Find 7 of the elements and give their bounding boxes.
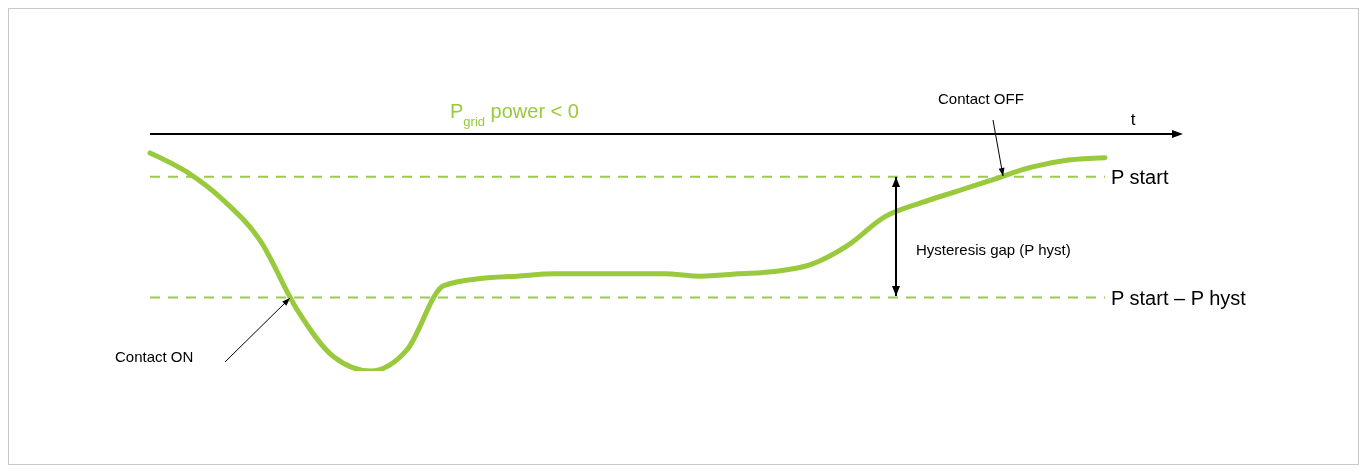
x-axis-title: t — [1130, 110, 1136, 129]
text: Contact OFF — [938, 90, 1024, 107]
ref-line-label: P start — [1111, 165, 1169, 188]
chart-title: P$_{grid}$ power < 0 — [450, 100, 579, 129]
annotation: Hysteresis gap (P hyst) — [916, 241, 1071, 258]
annotation: Contact ON — [115, 348, 194, 365]
ref-line-label: P start – P hyst — [1111, 286, 1247, 309]
